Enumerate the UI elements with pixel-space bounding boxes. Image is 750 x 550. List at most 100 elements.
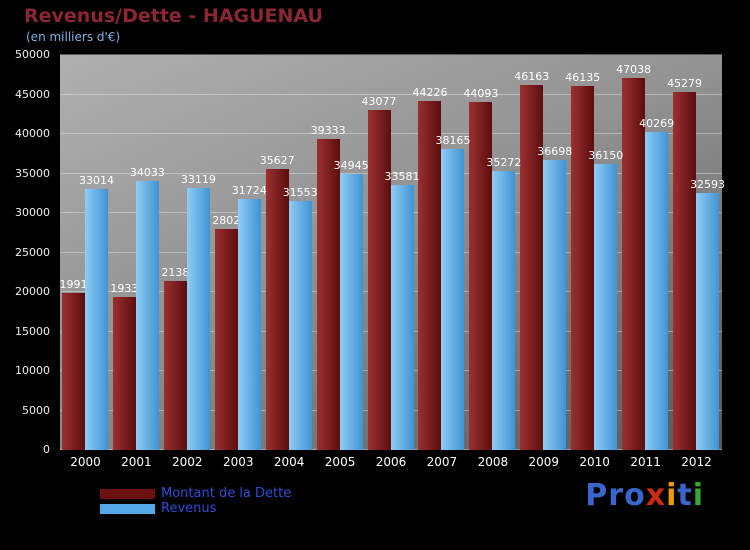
bar-dette xyxy=(316,139,340,450)
y-axis-tick-label: 45000 xyxy=(15,87,50,101)
y-axis-tick-label: 15000 xyxy=(15,324,50,338)
x-axis-tick-label: 2011 xyxy=(630,455,661,469)
bar-dette xyxy=(418,100,442,450)
y-axis-tick-label: 50000 xyxy=(15,48,50,61)
bar-dette xyxy=(265,168,289,450)
bar-value-label-dette: 35627 xyxy=(259,153,295,167)
bar-value-label-dette: 46135 xyxy=(565,70,601,84)
bar-dette xyxy=(520,85,544,450)
bar-value-label-revenus: 34033 xyxy=(129,166,165,180)
bar-revenus xyxy=(135,181,159,450)
x-axis-tick-label: 2003 xyxy=(222,455,254,469)
bar-value-label-revenus: 31724 xyxy=(231,184,267,198)
bar-value-label-revenus: 36150 xyxy=(588,149,624,163)
legend-label-revenus: Revenus xyxy=(161,501,217,516)
bar-dette xyxy=(367,109,391,450)
logo-letter: t xyxy=(677,478,693,513)
bar-value-label-revenus: 38165 xyxy=(435,133,471,147)
bar-value-label-dette: 1991 xyxy=(59,277,88,291)
bar-revenus xyxy=(543,160,567,450)
bar-revenus xyxy=(186,188,210,450)
y-axis-tick-label: 5000 xyxy=(22,403,50,417)
bar-revenus xyxy=(645,131,669,450)
proxiti-logo[interactable]: Proxiti xyxy=(585,478,704,513)
bar-revenus xyxy=(288,200,312,450)
logo-letter: i xyxy=(692,478,704,513)
legend-swatch-revenus xyxy=(100,503,155,514)
gridline xyxy=(60,93,722,95)
bar-value-label-revenus: 33014 xyxy=(79,174,114,188)
y-axis-tick-label: 35000 xyxy=(15,166,50,180)
chart-subtitle: (en milliers d'€) xyxy=(26,30,121,44)
bar-value-label-revenus: 32593 xyxy=(690,177,726,191)
x-axis-tick-label: 2006 xyxy=(375,455,407,469)
bar-dette xyxy=(62,292,85,450)
chart-title: Revenus/Dette - HAGUENAU xyxy=(24,5,323,27)
x-axis-tick-label: 2004 xyxy=(273,455,305,469)
bar-revenus xyxy=(492,171,516,450)
legend-item-revenus: Revenus xyxy=(100,501,291,516)
bar-dette xyxy=(112,297,136,450)
bar-dette xyxy=(622,78,646,450)
x-axis-tick-label: 2008 xyxy=(477,455,509,469)
logo-letter: o xyxy=(624,478,646,513)
bar-revenus xyxy=(85,189,108,450)
legend-swatch-dette xyxy=(100,488,155,499)
x-axis-tick-label: 2007 xyxy=(426,455,458,469)
bar-value-label-revenus: 33119 xyxy=(180,173,216,187)
bar-value-label-dette: 2138 xyxy=(161,266,190,280)
bar-value-label-dette: 44226 xyxy=(412,85,448,99)
legend-label-dette: Montant de la Dette xyxy=(161,486,292,501)
bar-value-label-dette: 44093 xyxy=(463,86,499,100)
y-axis-tick-label: 25000 xyxy=(15,245,50,259)
y-axis: 0 5000 10000 15000 20000 25000 30000 35000 40000… xyxy=(0,48,54,456)
x-axis-tick-label: 2010 xyxy=(579,455,610,469)
x-axis-tick-label: 2012 xyxy=(681,455,712,469)
legend: Montant de la Dette Revenus xyxy=(100,486,291,516)
bar-dette xyxy=(163,281,187,450)
legend-item-dette: Montant de la Dette xyxy=(100,486,291,501)
logo-letter: x xyxy=(645,478,667,513)
bar-value-label-dette: 47038 xyxy=(616,63,652,77)
bar-value-label-dette: 43077 xyxy=(361,94,397,108)
gridline xyxy=(60,172,722,174)
x-axis: 2000 2001 2002 2003 2004 2005 2006 2007 2008 2009… xyxy=(60,455,722,471)
bar-value-label-dette: 45279 xyxy=(667,77,703,91)
y-axis-tick-label: 20000 xyxy=(15,285,50,298)
bar-value-label-revenus: 40269 xyxy=(639,116,675,130)
x-axis-tick-label: 2009 xyxy=(528,455,560,469)
bar-value-label-dette: 2802 xyxy=(212,213,241,227)
logo-letter: P xyxy=(585,478,609,513)
x-axis-tick-label: 2002 xyxy=(172,455,203,469)
bar-value-label-revenus: 31553 xyxy=(282,185,318,199)
bar-dette xyxy=(571,85,595,450)
logo-letter: r xyxy=(608,478,625,513)
bar-revenus xyxy=(594,164,618,450)
bar-value-label-dette: 39333 xyxy=(310,124,346,138)
bar-dette xyxy=(469,101,493,450)
bar-revenus xyxy=(390,184,414,450)
y-axis-tick-label: 10000 xyxy=(15,364,50,377)
bar-value-label-revenus: 34945 xyxy=(333,158,369,172)
bar-dette xyxy=(673,92,697,450)
bar-value-label-dette: 46163 xyxy=(514,70,550,84)
y-axis-tick-label: 30000 xyxy=(15,206,50,219)
bar-revenus xyxy=(441,148,465,450)
plot-area: 1991 33014 1933 34033 2138 33119 2802 31724 3562… xyxy=(60,54,725,450)
bar-revenus xyxy=(696,192,720,450)
logo-letter: i xyxy=(666,478,678,513)
bar-dette xyxy=(214,228,238,450)
bar-revenus xyxy=(339,173,363,450)
y-axis-tick-label: 0 xyxy=(43,443,50,456)
bar-value-label-revenus: 33581 xyxy=(384,169,420,183)
y-axis-tick-label: 40000 xyxy=(15,127,50,140)
gridline xyxy=(60,54,722,55)
bar-value-label-revenus: 35272 xyxy=(486,156,522,170)
bar-value-label-revenus: 36698 xyxy=(537,145,573,159)
x-axis-tick-label: 2005 xyxy=(324,455,356,469)
gridline xyxy=(60,133,722,134)
bar-revenus xyxy=(237,199,261,450)
bar-value-label-dette: 1933 xyxy=(110,282,139,296)
x-axis-tick-label: 2001 xyxy=(121,455,152,469)
